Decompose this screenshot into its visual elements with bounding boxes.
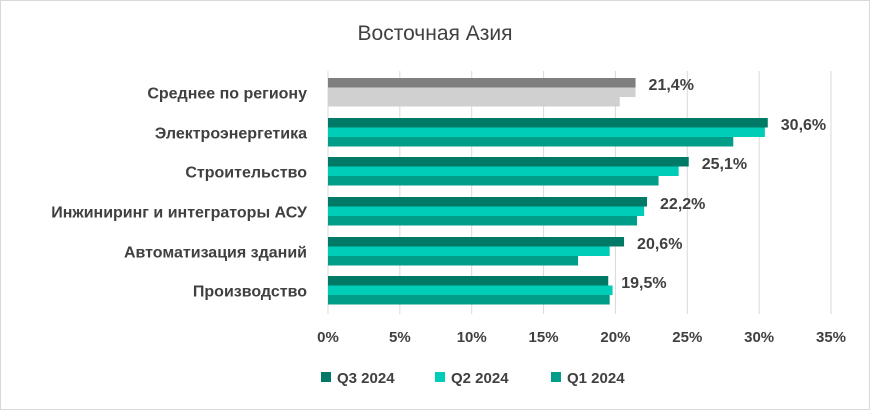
category-label: Среднее по региону xyxy=(147,85,307,102)
bar xyxy=(328,87,636,97)
bar xyxy=(328,276,609,286)
bar xyxy=(328,137,734,147)
bar xyxy=(328,246,610,256)
data-label: 19,5% xyxy=(621,275,666,292)
bar xyxy=(328,256,579,266)
tick-label: 5% xyxy=(389,329,411,346)
bar xyxy=(328,285,613,295)
bar xyxy=(328,197,648,207)
bars xyxy=(328,78,768,305)
legend-label: Q3 2024 xyxy=(337,370,395,387)
bar xyxy=(328,127,765,137)
x-tick-labels: 0% 5% 10% 15% 20% 25% 30% 35% xyxy=(317,329,846,346)
tick-label: 0% xyxy=(317,329,339,346)
bar xyxy=(328,166,679,176)
data-label: 20,6% xyxy=(637,236,682,253)
tick-label: 35% xyxy=(816,329,846,346)
data-label: 21,4% xyxy=(649,77,694,94)
category-label: Инжиниринг и интеграторы АСУ xyxy=(51,204,308,221)
bar xyxy=(328,176,659,186)
data-label: 25,1% xyxy=(702,156,747,173)
legend-swatch xyxy=(551,372,561,382)
gridlines xyxy=(327,71,832,314)
data-label: 30,6% xyxy=(781,117,826,134)
category-label: Строительство xyxy=(185,164,307,181)
data-labels: 21,4% 30,6% 25,1% 22,2% 20,6% 19,5% xyxy=(621,77,826,292)
legend-label: Q2 2024 xyxy=(451,370,509,387)
bar xyxy=(328,78,636,88)
legend: Q3 2024 Q2 2024 Q1 2024 xyxy=(321,370,625,387)
category-label: Производство xyxy=(193,283,307,300)
bar xyxy=(328,237,625,247)
tick-label: 20% xyxy=(600,329,630,346)
data-label: 22,2% xyxy=(660,196,705,213)
tick-label: 25% xyxy=(672,329,702,346)
bar xyxy=(328,206,645,216)
bar xyxy=(328,97,620,107)
category-label: Автоматизация зданий xyxy=(124,244,307,261)
tick-label: 10% xyxy=(457,329,487,346)
chart-title: Восточная Азия xyxy=(358,22,513,45)
legend-swatch xyxy=(435,372,445,382)
tick-label: 30% xyxy=(744,329,774,346)
bar xyxy=(328,118,768,128)
category-label: Электроэнергетика xyxy=(155,125,307,142)
tick-label: 15% xyxy=(529,329,559,346)
bar xyxy=(328,216,637,226)
bar xyxy=(328,295,610,305)
legend-swatch xyxy=(321,372,331,382)
legend-label: Q1 2024 xyxy=(567,370,625,387)
category-labels: Среднее по региону Электроэнергетика Строи… xyxy=(51,85,308,300)
bar xyxy=(328,157,689,167)
